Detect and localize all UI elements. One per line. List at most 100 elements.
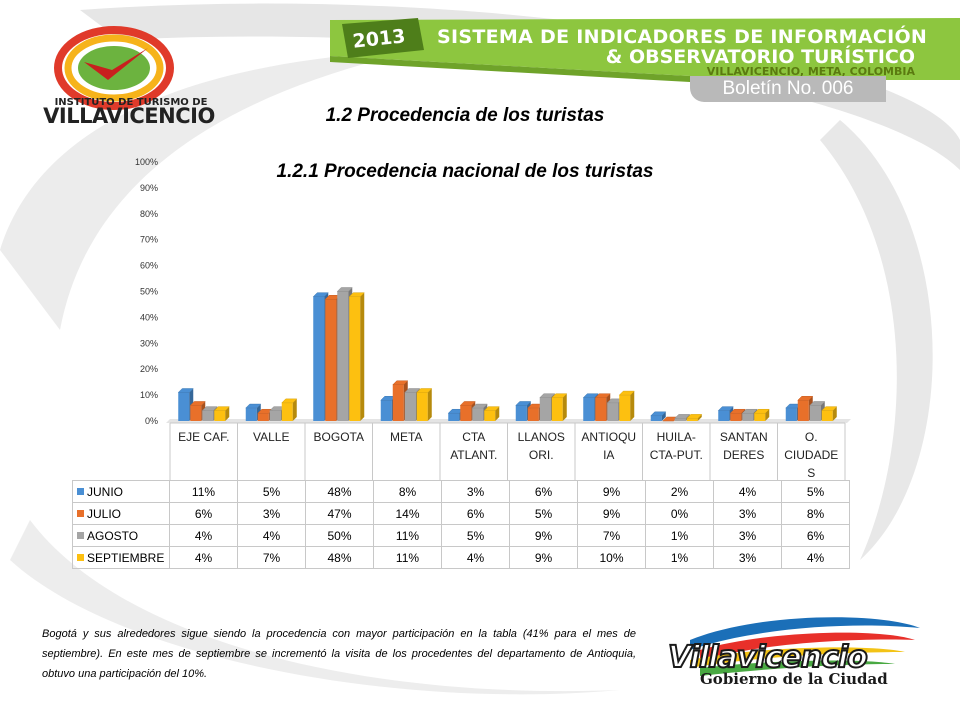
- table-cell: 48%: [305, 546, 374, 569]
- table-cell: 47%: [305, 502, 374, 525]
- table-cell: 5%: [441, 524, 510, 547]
- category-label: O.: [805, 430, 818, 444]
- bar-septiembre: [618, 390, 635, 421]
- legend-swatch: [77, 510, 84, 518]
- banner-location: VILLAVICENCIO, META, COLOMBIA: [706, 65, 915, 78]
- table-row: JUNIO 11% 5% 48% 8% 3% 6% 9% 2% 4% 5%: [72, 480, 850, 503]
- legend-swatch: [77, 554, 84, 562]
- table-cell: 8%: [373, 480, 442, 503]
- table-cell: 4%: [169, 546, 238, 569]
- y-tick-label: 20%: [140, 364, 158, 374]
- table-cell: 14%: [373, 502, 442, 525]
- category-label: IA: [603, 448, 614, 462]
- bar-septiembre: [483, 406, 500, 421]
- category-label: CIUDADE: [784, 448, 838, 462]
- city-logo-text: Villavicencio: [667, 639, 869, 676]
- table-cell: 11%: [169, 480, 238, 503]
- table-cell: 4%: [781, 546, 850, 569]
- table-cell: 9%: [577, 480, 646, 503]
- table-cell: 0%: [645, 502, 714, 525]
- legend-label: AGOSTO: [87, 528, 139, 543]
- legend-label: JULIO: [87, 506, 122, 521]
- institute-logo-big-text: VILLAVICENCIO: [43, 104, 215, 128]
- legend-label: SEPTIEMBRE: [87, 550, 165, 565]
- y-tick-label: 60%: [140, 261, 158, 271]
- table-cell: 5%: [509, 502, 578, 525]
- bar-septiembre: [416, 388, 433, 421]
- table-cell: 9%: [509, 546, 578, 569]
- y-tick-label: 10%: [140, 390, 158, 400]
- table-cell: 50%: [305, 524, 374, 547]
- banner-title-line2: & OBSERVATORIO TURÍSTICO: [605, 46, 915, 68]
- legend-swatch: [77, 532, 84, 540]
- table-cell: 2%: [645, 480, 714, 503]
- y-tick-label: 50%: [140, 287, 158, 297]
- table-row: AGOSTO 4% 4% 50% 11% 5% 9% 7% 1% 3% 6%: [72, 524, 850, 547]
- series-name-cell: SEPTIEMBRE: [72, 546, 170, 569]
- institute-logo-emblem: [54, 26, 174, 110]
- y-tick-label: 80%: [140, 209, 158, 219]
- table-cell: 1%: [645, 524, 714, 547]
- city-logo-emblem: [690, 617, 920, 676]
- chart-title: 1.2 Procedencia de los turistas: [325, 105, 605, 126]
- bar-junio: [650, 411, 667, 421]
- bar-septiembre: [821, 406, 838, 421]
- table-cell: 9%: [509, 524, 578, 547]
- table-cell: 7%: [577, 524, 646, 547]
- table-cell: 4%: [169, 524, 238, 547]
- category-label: BOGOTA: [314, 430, 364, 444]
- table-cell: 4%: [441, 546, 510, 569]
- table-cell: 3%: [441, 480, 510, 503]
- table-cell: 6%: [441, 502, 510, 525]
- bar-septiembre: [551, 393, 568, 421]
- table-row: JULIO 6% 3% 47% 14% 6% 5% 9% 0% 3% 8%: [72, 502, 850, 525]
- bar-septiembre: [348, 292, 365, 421]
- category-label: META: [390, 430, 422, 444]
- table-cell: 6%: [781, 524, 850, 547]
- table-cell: 9%: [577, 502, 646, 525]
- table-cell: 6%: [509, 480, 578, 503]
- category-label: CTA-PUT.: [650, 448, 703, 462]
- bar-septiembre: [686, 414, 703, 421]
- y-tick-label: 100%: [135, 157, 158, 167]
- category-label: ATLANT.: [450, 448, 497, 462]
- table-cell: 11%: [373, 546, 442, 569]
- table-cell: 48%: [305, 480, 374, 503]
- category-label: DERES: [723, 448, 764, 462]
- table-cell: 6%: [169, 502, 238, 525]
- table-cell: 5%: [781, 480, 850, 503]
- table-cell: 10%: [577, 546, 646, 569]
- bar-septiembre: [281, 398, 298, 421]
- category-label: HUILA-: [657, 430, 696, 444]
- y-tick-label: 70%: [140, 235, 158, 245]
- category-label: SANTAN: [720, 430, 768, 444]
- category-label: ORI.: [529, 448, 554, 462]
- legend-label: JUNIO: [87, 484, 123, 499]
- category-label: CTA: [462, 430, 485, 444]
- y-tick-label: 30%: [140, 338, 158, 348]
- analysis-paragraph: Bogotá y sus alrededores sigue siendo la…: [42, 628, 636, 680]
- category-label: LLANOS: [518, 430, 565, 444]
- chart-subtitle: 1.2.1 Procedencia nacional de los turist…: [276, 161, 654, 182]
- table-cell: 7%: [237, 546, 306, 569]
- bar-septiembre: [213, 406, 230, 421]
- bulletin-number: Boletín No. 006: [690, 76, 886, 102]
- table-cell: 4%: [237, 524, 306, 547]
- y-tick-label: 90%: [140, 183, 158, 193]
- y-tick-label: 0%: [145, 416, 158, 426]
- series-name-cell: AGOSTO: [72, 524, 170, 547]
- table-cell: 1%: [645, 546, 714, 569]
- table-cell: 3%: [713, 502, 782, 525]
- table-cell: 3%: [713, 524, 782, 547]
- series-name-cell: JULIO: [72, 502, 170, 525]
- table-cell: 3%: [713, 546, 782, 569]
- table-row: SEPTIEMBRE 4% 7% 48% 11% 4% 9% 10% 1% 3% 4%: [72, 546, 850, 569]
- category-label: EJE CAF.: [178, 430, 229, 444]
- table-cell: 4%: [713, 480, 782, 503]
- institute-logo-small-text: INSTITUTO DE TURISMO DE: [54, 97, 208, 108]
- category-label: ANTIOQU: [581, 430, 636, 444]
- table-cell: 11%: [373, 524, 442, 547]
- category-label: VALLE: [253, 430, 289, 444]
